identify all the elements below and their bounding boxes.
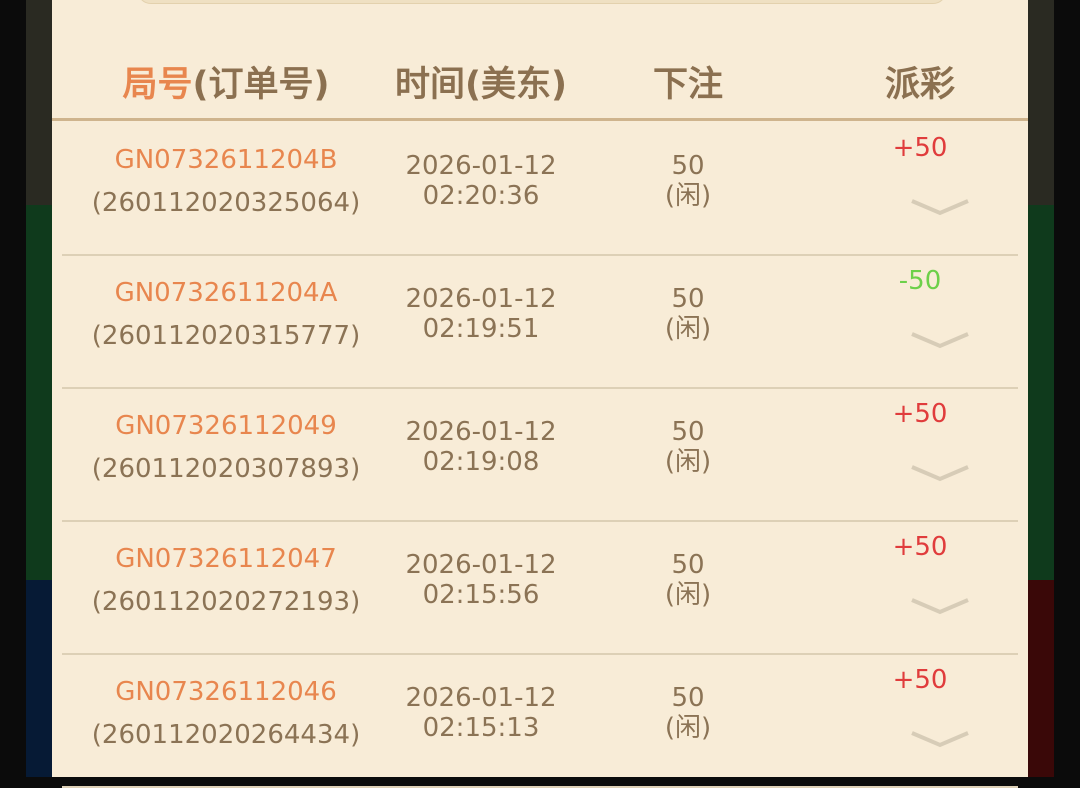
- bet-time: 02:15:13: [422, 713, 540, 743]
- top-bar: [137, 0, 947, 4]
- bet-amount: 50: [671, 284, 705, 314]
- header-round-label: 局号: [122, 65, 193, 105]
- bet-amount: 50: [671, 683, 705, 713]
- game-id: GN0732611204A: [114, 278, 338, 308]
- background-left: [26, 0, 52, 777]
- bet-amount: 50: [671, 550, 705, 580]
- order-number: (260112020272193): [91, 587, 361, 617]
- header-payout: 派彩: [884, 65, 956, 105]
- bet-side: (闲): [664, 314, 712, 344]
- bet-history-panel: 局号(订单号) 时间(美东) 下注 派彩 GN0732611204B (2601…: [52, 0, 1028, 788]
- payout-amount: -50: [898, 266, 942, 296]
- payout-amount: +50: [892, 665, 948, 695]
- order-number: (260112020315777): [91, 321, 361, 351]
- header-time: 时间(美东): [395, 65, 567, 105]
- bet-time: 02:20:36: [422, 181, 540, 211]
- bet-date: 2026-01-12: [405, 417, 557, 447]
- bet-date: 2026-01-12: [405, 151, 557, 181]
- game-id: GN07326112046: [115, 677, 337, 707]
- bet-date: 2026-01-12: [405, 284, 557, 314]
- game-id: GN07326112049: [115, 411, 337, 441]
- header-round: 局号(订单号): [122, 56, 329, 107]
- bet-time: 02:15:56: [422, 580, 540, 610]
- bet-time: 02:19:51: [422, 314, 540, 344]
- table-row[interactable]: GN0732611204B (260112020325064) 2026-01-…: [62, 121, 1018, 256]
- bet-side: (闲): [664, 580, 712, 610]
- bet-side: (闲): [664, 447, 712, 477]
- bet-amount: 50: [671, 151, 705, 181]
- chevron-down-icon[interactable]: [910, 330, 970, 350]
- header-order-label: (订单号): [192, 65, 330, 105]
- chevron-down-icon[interactable]: [910, 197, 970, 217]
- header-bet: 下注: [652, 65, 724, 105]
- chevron-down-icon[interactable]: [910, 729, 970, 749]
- order-number: (260112020264434): [91, 720, 361, 750]
- bet-time: 02:19:08: [422, 447, 540, 477]
- payout-amount: +50: [892, 532, 948, 562]
- bet-amount: 50: [671, 417, 705, 447]
- chevron-down-icon[interactable]: [910, 463, 970, 483]
- table-row[interactable]: GN07326112047 (260112020272193) 2026-01-…: [62, 520, 1018, 655]
- table-header: 局号(订单号) 时间(美东) 下注 派彩: [52, 40, 1028, 121]
- bet-date: 2026-01-12: [405, 683, 557, 713]
- bet-side: (闲): [664, 713, 712, 743]
- order-number: (260112020325064): [91, 188, 361, 218]
- table-row[interactable]: GN0732611204A (260112020315777) 2026-01-…: [62, 254, 1018, 389]
- order-number: (260112020307893): [91, 454, 361, 484]
- game-id: GN07326112047: [115, 544, 337, 574]
- background-right: [1028, 0, 1054, 777]
- table-row[interactable]: GN07326112046 (260112020264434) 2026-01-…: [62, 653, 1018, 788]
- chevron-down-icon[interactable]: [910, 596, 970, 616]
- game-id: GN0732611204B: [114, 145, 338, 175]
- bet-side: (闲): [664, 181, 712, 211]
- payout-amount: +50: [892, 133, 948, 163]
- payout-amount: +50: [892, 399, 948, 429]
- bet-date: 2026-01-12: [405, 550, 557, 580]
- table-row[interactable]: GN07326112049 (260112020307893) 2026-01-…: [62, 387, 1018, 522]
